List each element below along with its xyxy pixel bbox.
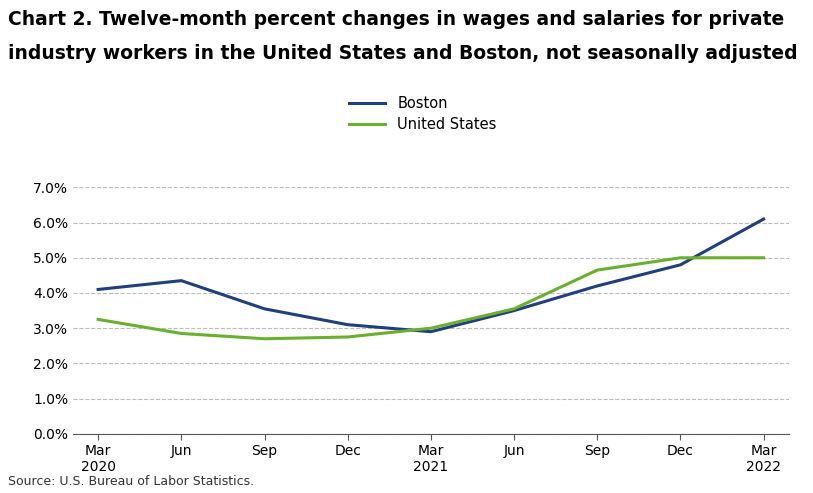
Legend: Boston, United States: Boston, United States <box>349 96 497 132</box>
United States <box>759 255 768 261</box>
Boston <box>509 308 519 314</box>
Text: Source: U.S. Bureau of Labor Statistics.: Source: U.S. Bureau of Labor Statistics. <box>8 475 254 488</box>
United States <box>93 317 103 322</box>
Boston <box>259 306 269 312</box>
United States <box>426 325 436 331</box>
Text: industry workers in the United States and Boston, not seasonally adjusted: industry workers in the United States an… <box>8 44 798 64</box>
United States <box>259 336 269 342</box>
Boston <box>593 283 602 289</box>
United States <box>343 334 353 340</box>
Line: Boston: Boston <box>98 219 763 332</box>
United States <box>676 255 685 261</box>
Boston <box>676 262 685 268</box>
Boston <box>426 329 436 335</box>
Line: United States: United States <box>98 258 763 339</box>
United States <box>509 306 519 312</box>
Boston <box>343 322 353 328</box>
Text: Chart 2. Twelve-month percent changes in wages and salaries for private: Chart 2. Twelve-month percent changes in… <box>8 10 785 29</box>
Boston <box>176 278 186 283</box>
Boston <box>93 286 103 292</box>
United States <box>593 267 602 273</box>
United States <box>176 330 186 336</box>
Boston <box>759 216 768 222</box>
